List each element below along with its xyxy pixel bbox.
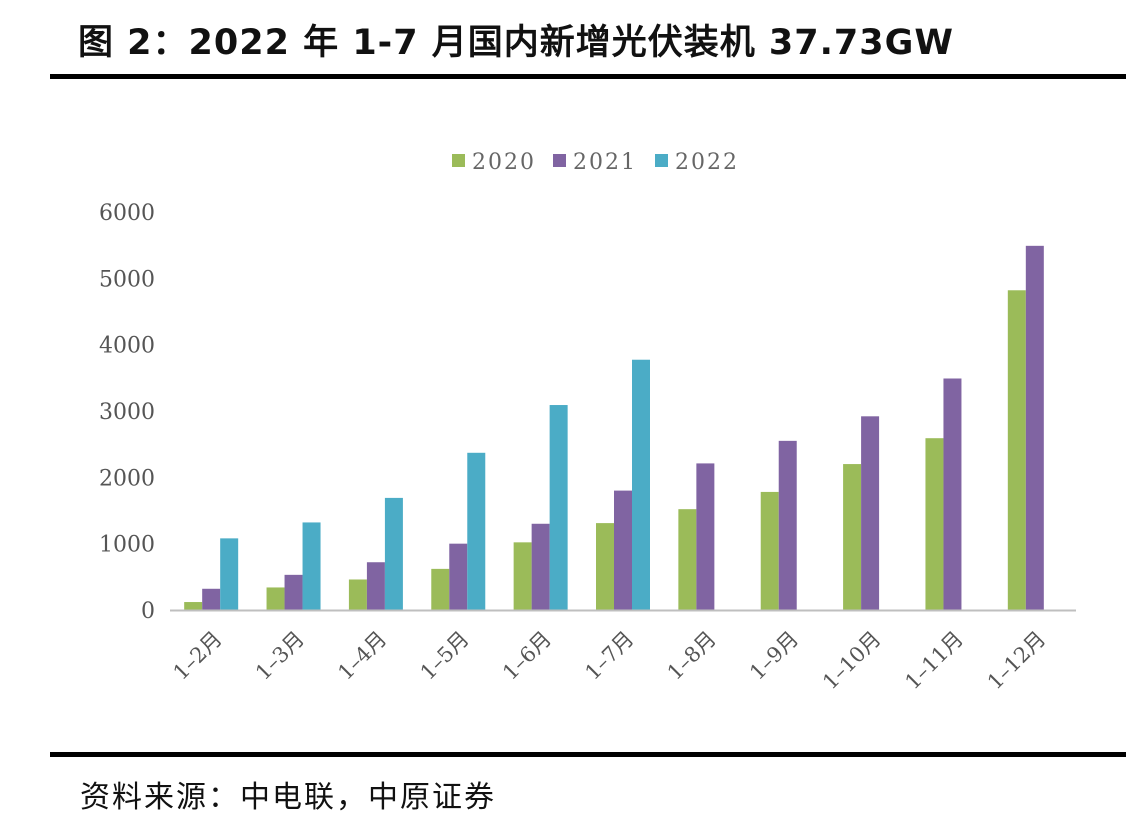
y-tick-label: 6000: [99, 201, 155, 226]
bar-2022: [302, 522, 321, 610]
y-tick-label: 2000: [99, 466, 155, 491]
bar-2021: [943, 378, 962, 610]
bar-2020: [348, 579, 367, 610]
y-tick-label: 4000: [99, 334, 155, 359]
bar-2021: [366, 562, 385, 610]
y-tick-label: 3000: [99, 400, 155, 425]
legend-swatch-2022: [655, 154, 668, 167]
bar-2021: [778, 440, 797, 610]
bar-2021: [449, 543, 468, 610]
legend-label-2022: 2022: [675, 150, 739, 175]
bar-2022: [632, 359, 650, 610]
bar-2020: [431, 568, 450, 610]
x-tick-label: 1–4月: [333, 627, 391, 685]
page-title: 图 2：2022 年 1-7 月国内新增光伏装机 37.73GW: [78, 23, 954, 63]
bar-2020: [843, 464, 862, 610]
x-tick-label: 1–7月: [580, 627, 638, 685]
x-tick-label: 1–5月: [416, 627, 474, 685]
bar-2020: [1007, 290, 1026, 610]
x-tick-label: 1–2月: [169, 627, 227, 685]
bar-2020: [266, 587, 285, 610]
bottom-divider: [50, 752, 1126, 757]
x-tick-label: 1–3月: [251, 627, 309, 685]
bar-2020: [513, 542, 532, 610]
bar-2021: [531, 523, 550, 610]
x-tick-label: 1–12月: [983, 627, 1051, 695]
x-tick-label: 1–6月: [498, 627, 556, 685]
legend-swatch-2020: [452, 154, 465, 167]
bar-2021: [1025, 245, 1044, 610]
bar-2020: [760, 491, 779, 610]
bar-2020: [925, 438, 944, 610]
bar-2022: [549, 405, 568, 610]
bar-2020: [678, 509, 697, 610]
bar-2021: [284, 574, 303, 610]
bar-2022: [220, 538, 239, 610]
bar-2020: [184, 602, 203, 610]
x-tick-label: 1–9月: [745, 627, 803, 685]
y-tick-label: 0: [141, 599, 155, 624]
legend-label-2020: 2020: [472, 150, 536, 175]
bar-2022: [384, 497, 403, 610]
bar-2021: [861, 416, 880, 610]
legend-swatch-2021: [553, 154, 566, 167]
y-tick-label: 1000: [99, 533, 155, 558]
legend-label-2021: 2021: [573, 150, 637, 175]
x-tick-label: 1–11月: [900, 627, 968, 695]
x-tick-label: 1–8月: [663, 627, 721, 685]
bar-2022: [467, 452, 486, 610]
y-tick-label: 5000: [99, 267, 155, 292]
x-tick-label: 1–10月: [818, 627, 886, 695]
source-note: 资料来源：中电联，中原证券: [80, 780, 496, 815]
bar-2021: [696, 463, 715, 610]
top-divider: [50, 74, 1126, 79]
bar-2020: [596, 523, 614, 610]
bar-2021: [614, 490, 632, 610]
bar-2021: [202, 588, 221, 610]
